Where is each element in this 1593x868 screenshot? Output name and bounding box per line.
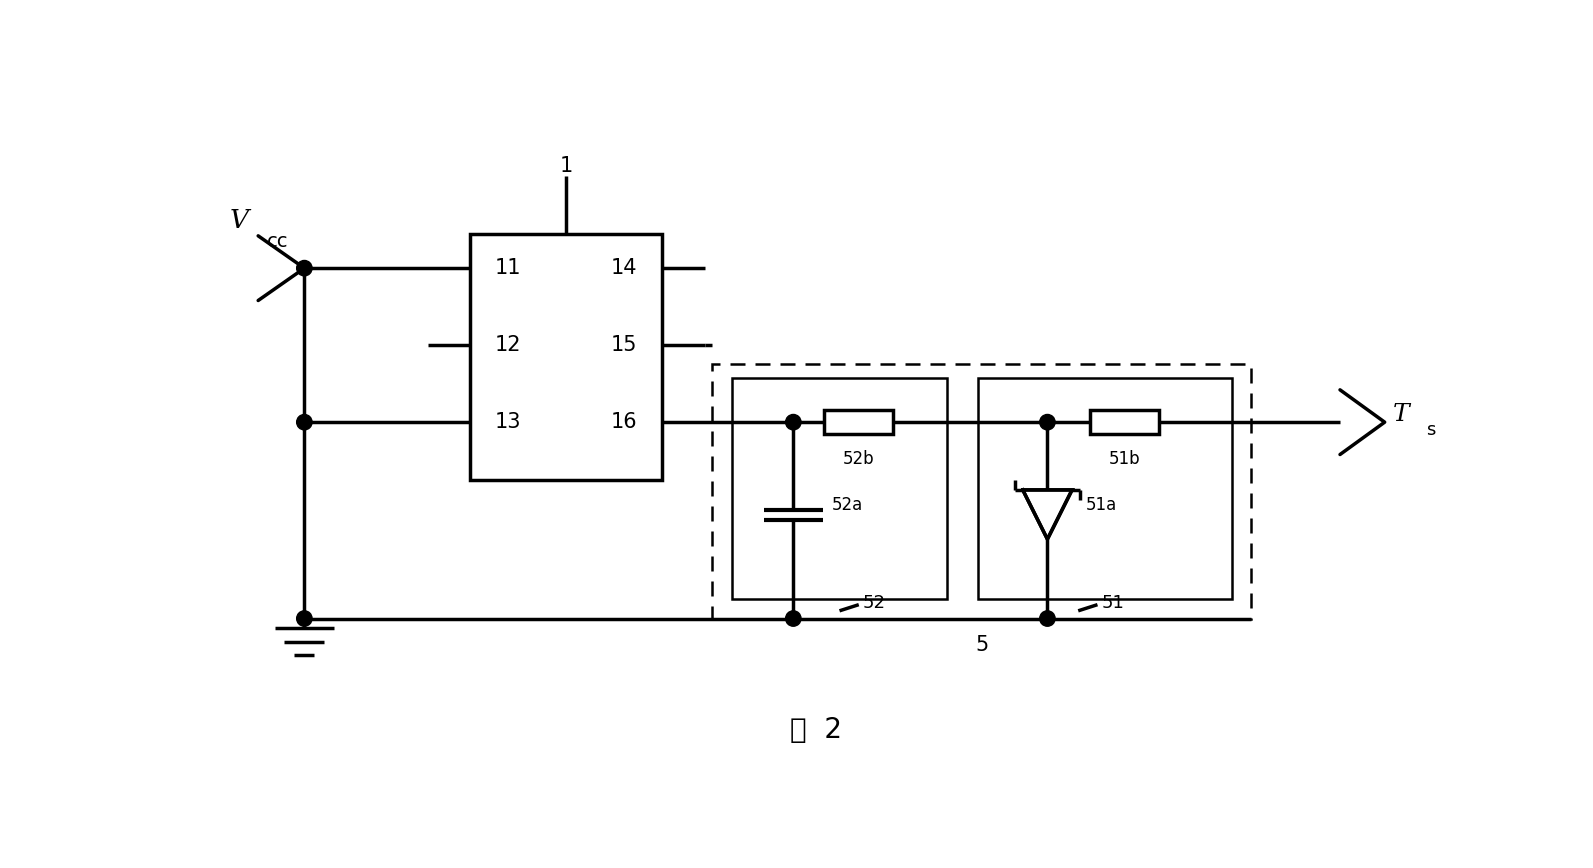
Polygon shape [1023,490,1072,539]
Text: 图  2: 图 2 [790,716,843,744]
Text: cc: cc [266,232,288,251]
Text: 12: 12 [495,335,521,355]
Text: 52a: 52a [832,496,863,515]
Text: 52: 52 [863,595,886,612]
Circle shape [785,415,801,430]
FancyBboxPatch shape [824,410,894,435]
Text: 5: 5 [975,635,989,655]
Text: 14: 14 [610,258,637,278]
Circle shape [296,415,312,430]
Bar [712,365,1252,619]
Text: s: s [1426,421,1435,439]
Bar [731,378,948,599]
Text: 13: 13 [495,412,521,432]
Text: 52b: 52b [843,450,875,468]
Circle shape [1040,611,1055,626]
Text: 15: 15 [610,335,637,355]
Text: 51b: 51b [1109,450,1141,468]
Text: 11: 11 [495,258,521,278]
Bar [978,378,1233,599]
Text: V: V [229,208,249,233]
Text: 16: 16 [610,412,637,432]
Bar [470,233,663,480]
Circle shape [1040,415,1055,430]
Text: 51a: 51a [1086,496,1117,515]
Circle shape [296,611,312,626]
Text: T: T [1392,403,1408,426]
Circle shape [785,611,801,626]
Text: 51: 51 [1101,595,1125,612]
Circle shape [296,260,312,276]
Text: 1: 1 [559,155,573,175]
FancyBboxPatch shape [1090,410,1160,435]
